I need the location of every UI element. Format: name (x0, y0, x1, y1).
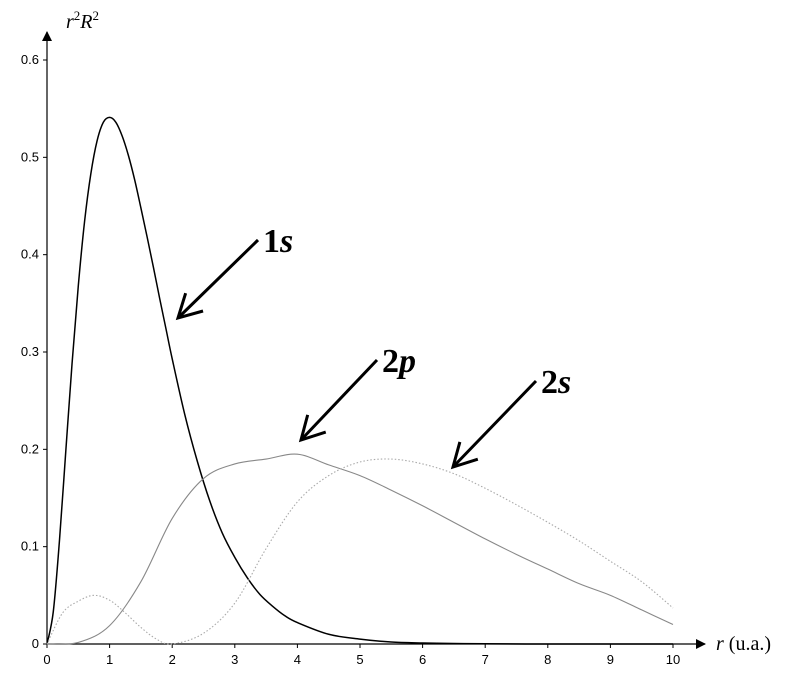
series-line-2s (46, 458, 674, 645)
annotation-arrowhead (450, 441, 479, 470)
x-tick-label: 2 (169, 652, 176, 667)
x-tick-label: 4 (294, 652, 301, 667)
x-tick-label: 0 (43, 652, 50, 667)
annotation-label-1s: 1s (263, 223, 293, 260)
y-tick-label: 0.4 (21, 247, 39, 262)
x-axis-title: r (u.a.) (716, 633, 771, 655)
x-tick-label: 5 (356, 652, 363, 667)
annotation-arrow (451, 379, 538, 469)
y-tick-label: 0.1 (21, 539, 39, 554)
y-tick-label: 0.6 (21, 52, 39, 67)
y-tick-label: 0.3 (21, 344, 39, 359)
x-tick-label: 3 (231, 652, 238, 667)
y-axis-title: r2R2 (66, 8, 99, 33)
y-tick-label: 0.5 (21, 149, 39, 164)
annotation-label-2s: 2s (541, 364, 571, 401)
y-tick-label: 0.2 (21, 441, 39, 456)
x-tick-label: 1 (106, 652, 113, 667)
x-tick-label: 8 (544, 652, 551, 667)
annotation-arrow (176, 238, 260, 320)
series-line-1s (46, 116, 673, 645)
x-tick-label: 6 (419, 652, 426, 667)
annotation-arrow (299, 358, 379, 442)
series-line-2p (46, 453, 674, 645)
x-tick-label: 9 (607, 652, 614, 667)
y-tick-label: 0 (32, 636, 39, 651)
annotation-label-2p: 2p (382, 343, 416, 380)
annotation-arrowhead (298, 414, 327, 443)
x-tick-label: 7 (482, 652, 489, 667)
x-tick-label: 10 (666, 652, 680, 667)
annotation-arrowhead (175, 292, 204, 321)
